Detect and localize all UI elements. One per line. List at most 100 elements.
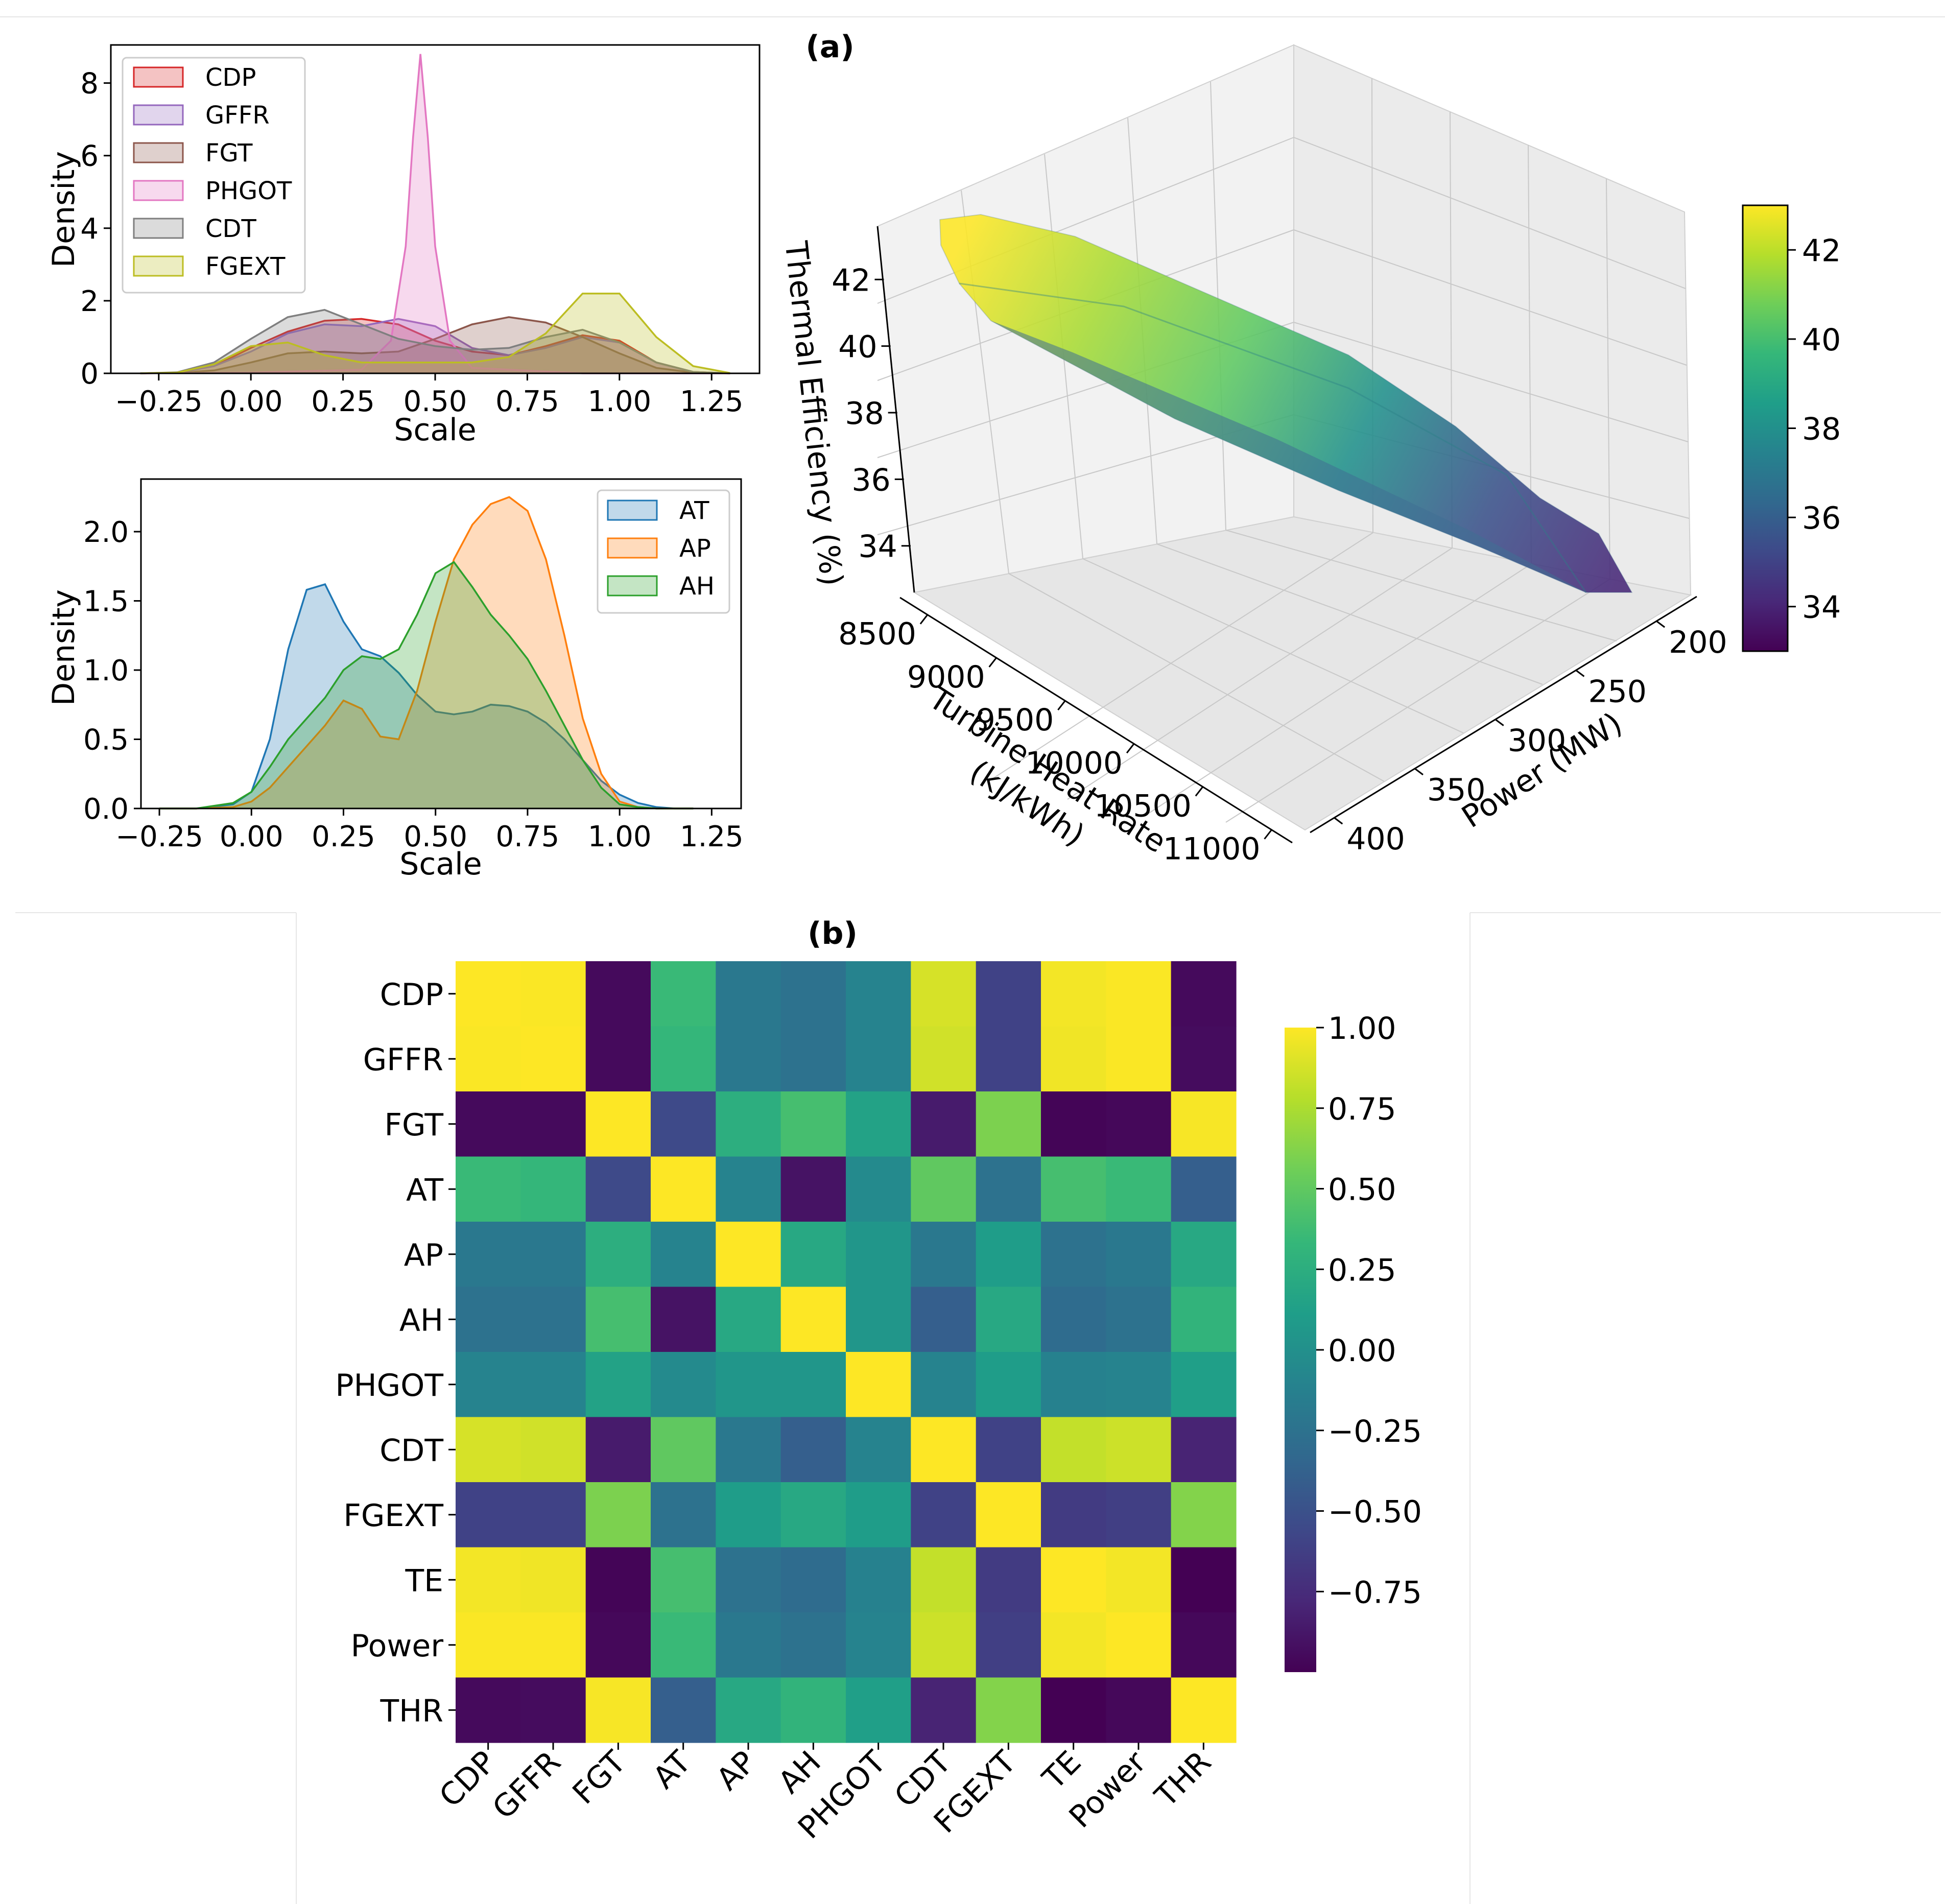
- heatmap-cell-cdt-thr: [1171, 1417, 1237, 1483]
- legend-label-fgext: FGEXT: [205, 252, 286, 281]
- heatmap-cell-thr-cdp: [456, 1677, 521, 1743]
- heatmap-cell-thr-phgot: [846, 1677, 911, 1743]
- heatmap-cell-at-phgot: [846, 1156, 911, 1222]
- heatmap-cell-at-at: [651, 1156, 716, 1222]
- colorbar-tick-label: 0.00: [1328, 1333, 1396, 1369]
- heatmap-colorbar-ticks: 1.00 0.75 0.50 0.25 0.00 −0.25 −0.50 −0.75: [1316, 1011, 1422, 1610]
- heatmap-cell-ah-phgot: [846, 1287, 911, 1352]
- heatmap-cell-ah-te: [1041, 1287, 1106, 1352]
- kde-line-fgext: [140, 292, 730, 374]
- kde-top-series: [140, 54, 730, 374]
- surface-colorbar-ticks: 34 36 38 40 42: [1788, 233, 1841, 626]
- y-tick-label: 400: [1346, 821, 1405, 857]
- heatmap-cell-fgt-cdt: [911, 1091, 977, 1157]
- kde-top-panel: −0.25 0.00 0.25 0.50 0.75 1.00 1.25 0 2 4 6 8 Scale…: [46, 44, 761, 448]
- colorbar-tick-label: 0.25: [1328, 1252, 1396, 1288]
- heatmap-cell-thr-te: [1041, 1677, 1106, 1743]
- heatmap-cell-fgt-ah: [780, 1091, 846, 1157]
- kde-line-cdt: [140, 308, 730, 374]
- heatmap-cell-cdt-gffr: [520, 1417, 586, 1483]
- kde-bottom-legend-frame: [597, 489, 730, 614]
- y-tick-label: 300: [1508, 723, 1567, 759]
- x-tick-label: 8500: [838, 616, 916, 652]
- heatmap-cell-te-fgt: [585, 1547, 651, 1613]
- heatmap-cell-ap-ap: [716, 1222, 781, 1288]
- kde-top-ticks: −0.25 0.00 0.25 0.50 0.75 1.00 1.25 0 2 4 6 8: [80, 67, 743, 418]
- x-tick-label: 0.25: [311, 385, 375, 418]
- x-tick-label: 9000: [907, 659, 985, 695]
- heatmap-cell-cdp-at: [651, 961, 716, 1027]
- kde-top-legend-frame: [122, 57, 306, 294]
- heatmap-cell-te-phgot: [846, 1547, 911, 1613]
- heatmap-cell-gffr-gffr: [520, 1026, 586, 1092]
- heatmap-cell-phgot-fgext: [976, 1352, 1041, 1418]
- x-tick-label: 1.00: [587, 385, 651, 418]
- heatmap-cell-te-cdp: [456, 1547, 521, 1613]
- colorbar-tick-label: 0.75: [1328, 1091, 1396, 1127]
- heatmap-cell-te-cdt: [911, 1547, 977, 1613]
- surface-ridge: [959, 282, 1587, 593]
- heatmap-cell-power-fgext: [976, 1612, 1041, 1678]
- x-tick-label: 1.00: [588, 820, 652, 853]
- heatmap-cell-cdp-fgt: [585, 961, 651, 1027]
- x-tick-label: 10500: [1094, 789, 1192, 824]
- heatmap-cell-thr-gffr: [520, 1677, 586, 1743]
- heatmap-cell-ap-at: [651, 1222, 716, 1288]
- kde-line-phgot: [140, 54, 730, 374]
- heatmap-cell-cdt-cdp: [456, 1417, 521, 1483]
- legend-swatch-fgext: [133, 255, 184, 277]
- heatmap-cell-te-gffr: [520, 1547, 586, 1613]
- heatmap-cell-cdp-power: [1106, 961, 1172, 1027]
- y-tick-label: 1.0: [83, 654, 129, 687]
- heatmap-cell-fgt-thr: [1171, 1091, 1237, 1157]
- heatmap-cell-ap-fgt: [585, 1222, 651, 1288]
- kde-line-ap: [159, 496, 694, 810]
- heatmap-col-label: GFFR: [486, 1744, 568, 1826]
- heatmap-cell-ap-power: [1106, 1222, 1172, 1288]
- y-tick-label: 6: [80, 140, 99, 173]
- y-tick-mark: [1495, 719, 1504, 726]
- kde-area-cdt: [140, 310, 730, 373]
- heatmap-cell-gffr-cdp: [456, 1026, 521, 1092]
- heatmap-cell-fgext-phgot: [846, 1482, 911, 1548]
- heatmap-cell-power-fgt: [585, 1612, 651, 1678]
- legend-swatch-cdp: [133, 66, 184, 88]
- heatmap-cell-cdp-fgext: [976, 961, 1041, 1027]
- x-tick-label: 0.50: [404, 385, 467, 418]
- x-tick-label: 1.25: [680, 820, 744, 853]
- heatmap-row-label: AT: [406, 1172, 443, 1208]
- heatmap-cell-cdt-fgt: [585, 1417, 651, 1483]
- x-tick-label: −0.25: [115, 385, 203, 418]
- heatmap-cell-phgot-phgot: [846, 1352, 911, 1418]
- z-tick-label: 42: [832, 263, 870, 298]
- surface-mesh: [939, 213, 1633, 593]
- y-tick-label: 250: [1588, 674, 1647, 709]
- heatmap-cell-phgot-thr: [1171, 1352, 1237, 1418]
- heatmap-cell-phgot-gffr: [520, 1352, 586, 1418]
- colorbar-tick-label: −0.50: [1328, 1494, 1422, 1530]
- kde-bottom-series: [159, 496, 694, 810]
- heatmap-cell-gffr-fgext: [976, 1026, 1041, 1092]
- heatmap-panel: (b) CDPGFFRFGTATAPAHPHGOTCDTFGEXTTEPower…: [335, 916, 1422, 1846]
- kde-line-ah: [159, 561, 694, 810]
- colorbar-tick-label: 1.00: [1328, 1011, 1396, 1046]
- legend-swatch-gffr: [133, 104, 184, 126]
- heatmap-cell-power-at: [651, 1612, 716, 1678]
- y-tick-label: 1.5: [83, 585, 129, 618]
- heatmap-cell-fgt-at: [651, 1091, 716, 1157]
- heatmap-row-label: FGEXT: [343, 1498, 443, 1534]
- x-tick-label: 1.25: [680, 385, 744, 418]
- legend-swatch-phgot: [133, 180, 184, 201]
- heatmap-cell-cdp-phgot: [846, 961, 911, 1027]
- heatmap-cell-cdt-power: [1106, 1417, 1172, 1483]
- heatmap-cell-at-ah: [780, 1156, 846, 1222]
- heatmap-cell-at-te: [1041, 1156, 1106, 1222]
- heatmap-cell-te-te: [1041, 1547, 1106, 1613]
- legend-label-at: AT: [679, 496, 709, 525]
- heatmap-cell-fgext-ap: [716, 1482, 781, 1548]
- x-tick-label: 10000: [1025, 745, 1123, 781]
- colorbar-tick-label: 38: [1802, 412, 1841, 447]
- heatmap-cell-ap-cdt: [911, 1222, 977, 1288]
- kde-bottom-legend-items: AT AP AH: [607, 496, 715, 601]
